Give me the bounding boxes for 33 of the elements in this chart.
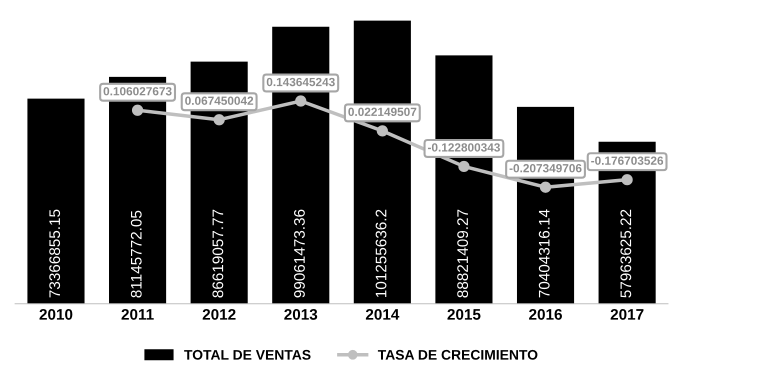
point [214,114,225,126]
data-label: 0.022149507 [348,108,416,116]
data-label: 81145772.05 [130,210,142,298]
point [295,95,306,107]
data-label: -0.122800343 [428,143,500,152]
data-label: 57963625.22 [620,210,632,298]
data-label: 0.143645243 [266,78,335,86]
bar [27,98,85,304]
point [458,160,470,172]
x-tick-label: 2016 [529,309,562,320]
data-label: -0.207349706 [510,164,582,172]
data-label: 70404316.14 [538,209,550,298]
x-tick-label: 2014 [366,309,400,320]
point [132,104,144,116]
legend-label: TASA DE CRECIMIENTO [378,350,538,360]
data-label: 0.067450042 [185,96,254,105]
x-tick-label: 2012 [202,309,236,320]
data-label: -0.176703526 [591,156,664,165]
point [376,125,388,136]
point [622,174,633,186]
data-label: 99061473.36 [294,210,305,298]
data-label: 101255636.2 [376,210,386,298]
data-label: 88821409.27 [457,210,468,298]
x-tick-label: 2013 [284,309,318,320]
point [540,182,552,193]
data-label: 86619057.77 [212,210,224,298]
legend-label: TOTAL DE VENTAS [184,350,311,360]
x-tick-label: 2015 [447,309,481,320]
data-label: 73366855.15 [49,210,60,298]
x-tick-label: 2010 [40,309,72,320]
x-tick-label: 2011 [122,309,154,320]
data-label: 0.106027673 [104,87,172,96]
x-tick-label: 2017 [610,309,644,320]
